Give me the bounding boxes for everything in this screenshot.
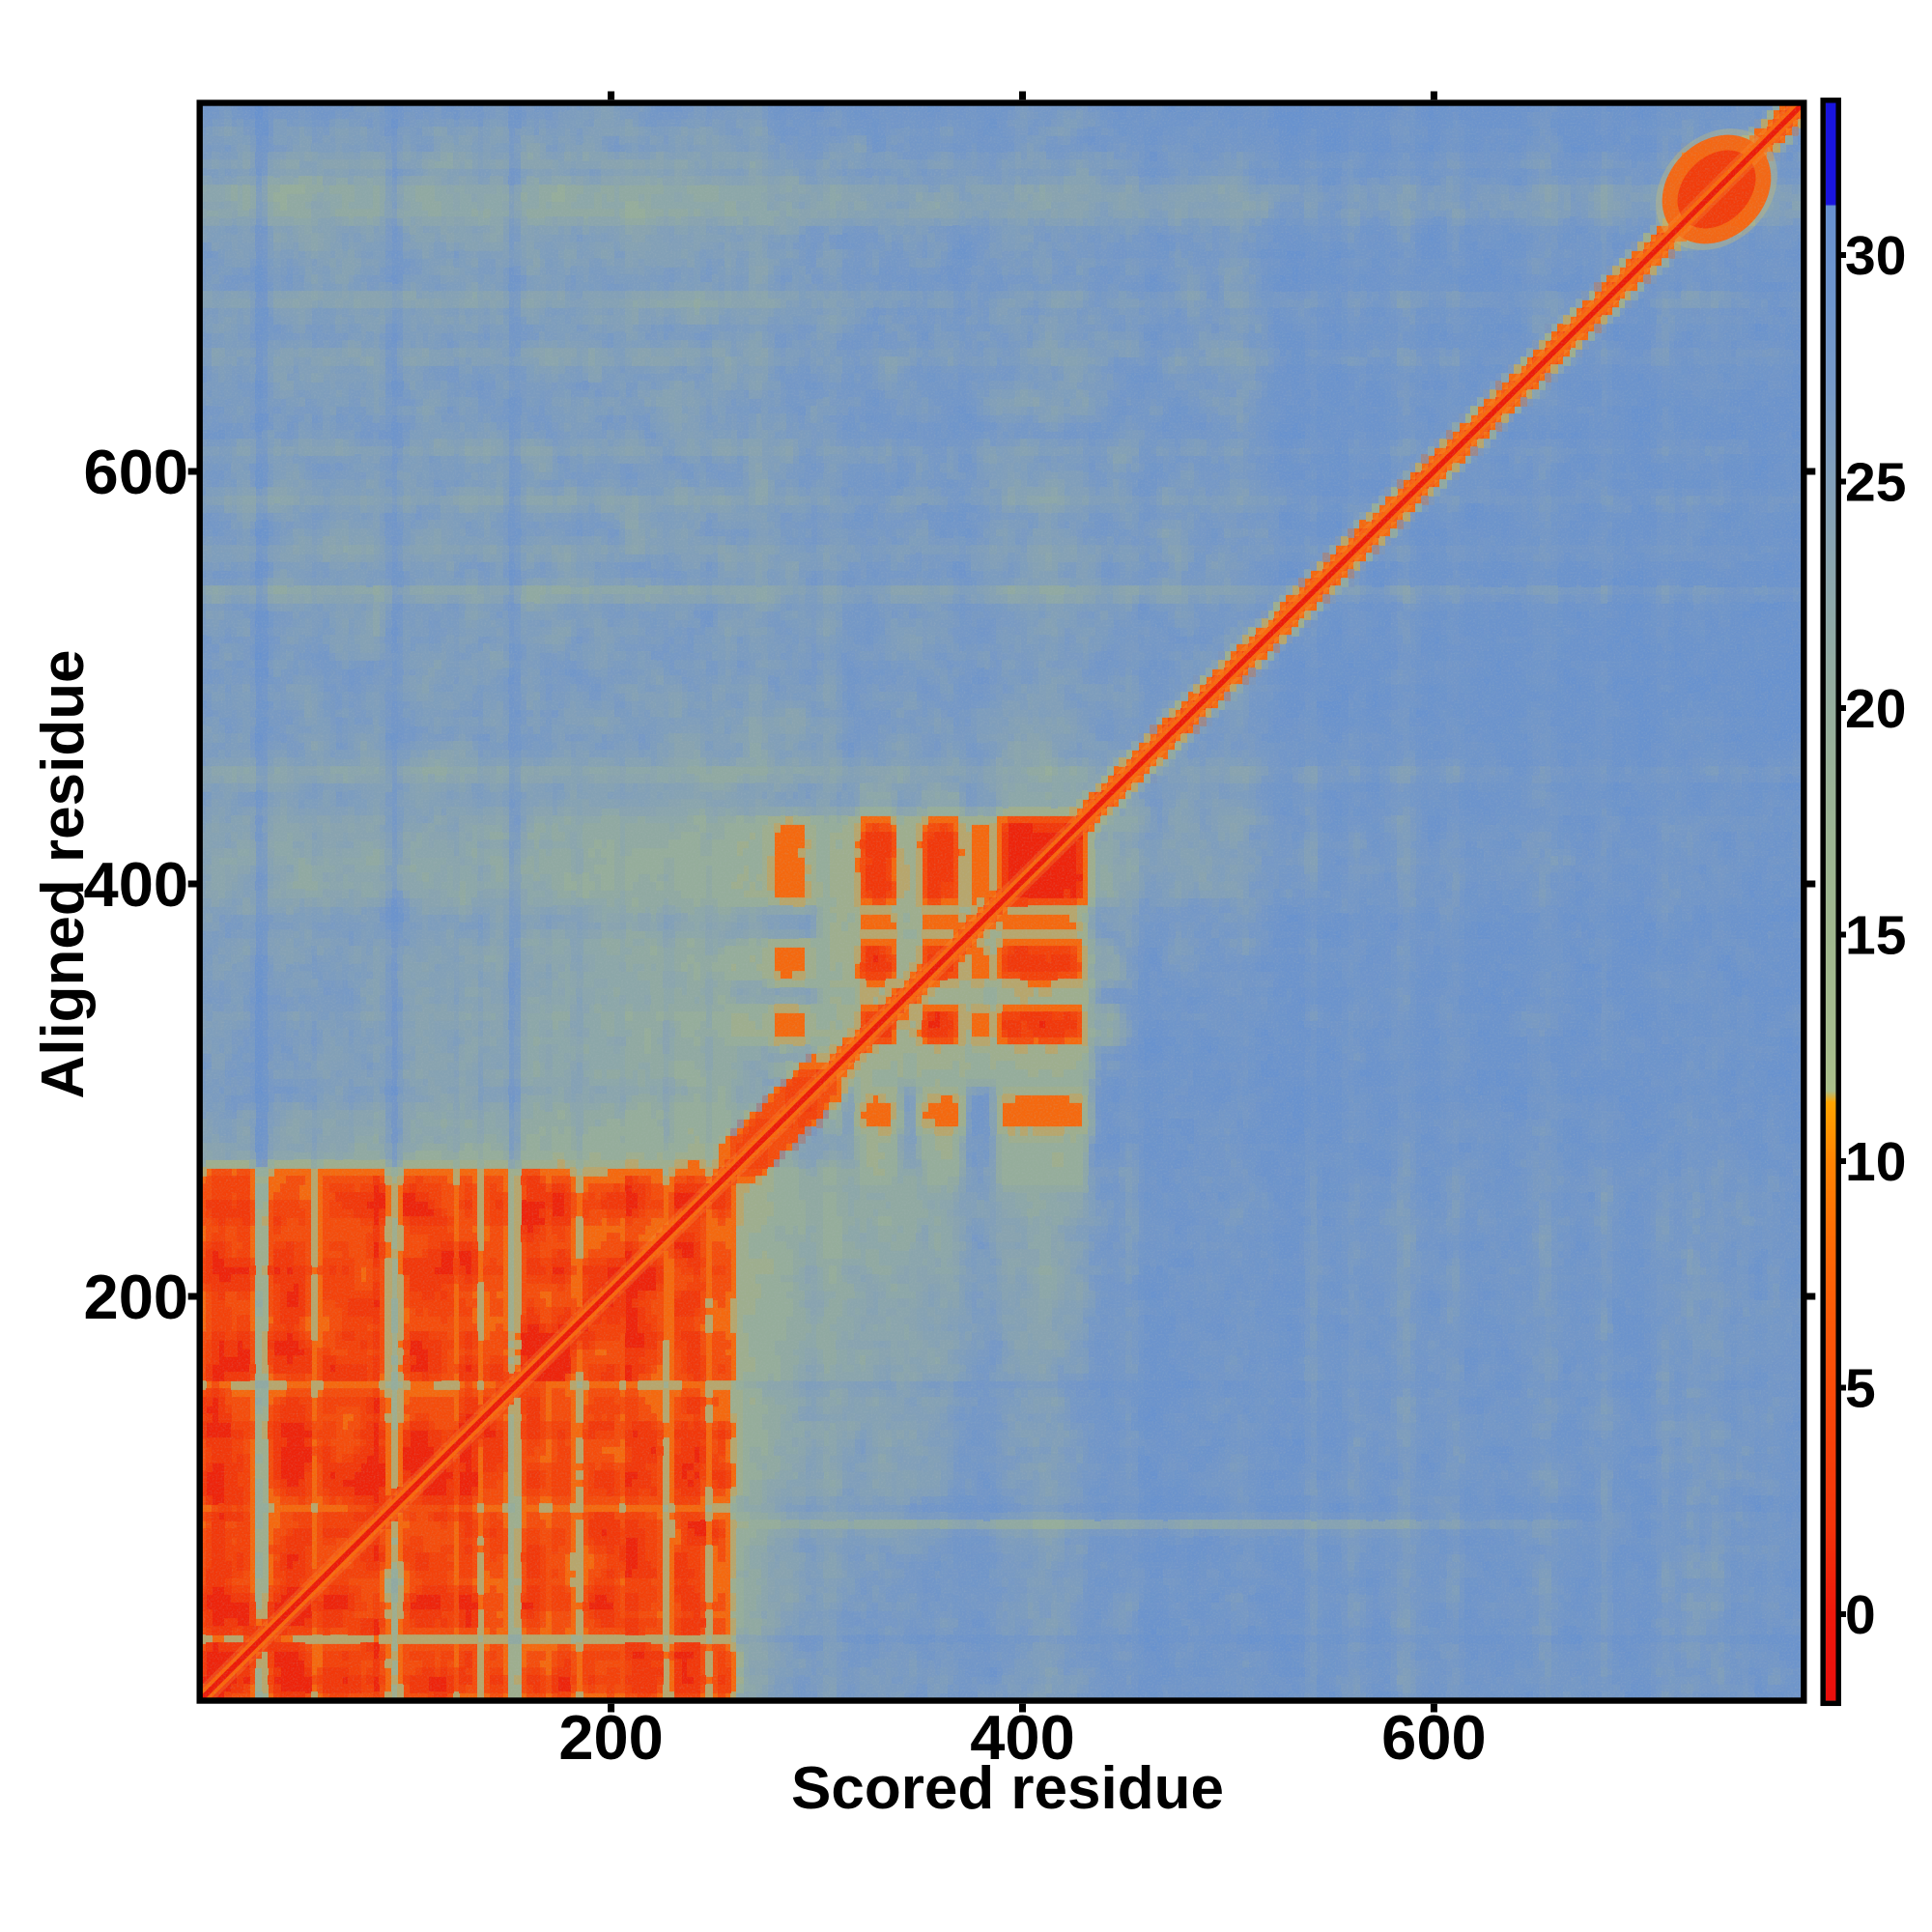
- svg-text:20: 20: [1845, 678, 1906, 740]
- svg-text:200: 200: [558, 1702, 663, 1773]
- svg-text:400: 400: [970, 1702, 1074, 1773]
- svg-text:0: 0: [1845, 1584, 1876, 1646]
- svg-text:400: 400: [84, 849, 188, 920]
- svg-text:200: 200: [84, 1262, 188, 1332]
- svg-text:600: 600: [1381, 1702, 1486, 1773]
- svg-text:5: 5: [1845, 1358, 1876, 1420]
- svg-text:Aligned residue: Aligned residue: [30, 649, 97, 1098]
- svg-text:10: 10: [1845, 1131, 1906, 1193]
- svg-text:Scored residue: Scored residue: [791, 1755, 1224, 1822]
- svg-text:15: 15: [1845, 905, 1906, 967]
- svg-text:30: 30: [1845, 225, 1906, 287]
- svg-text:25: 25: [1845, 452, 1906, 514]
- svg-text:600: 600: [84, 437, 188, 507]
